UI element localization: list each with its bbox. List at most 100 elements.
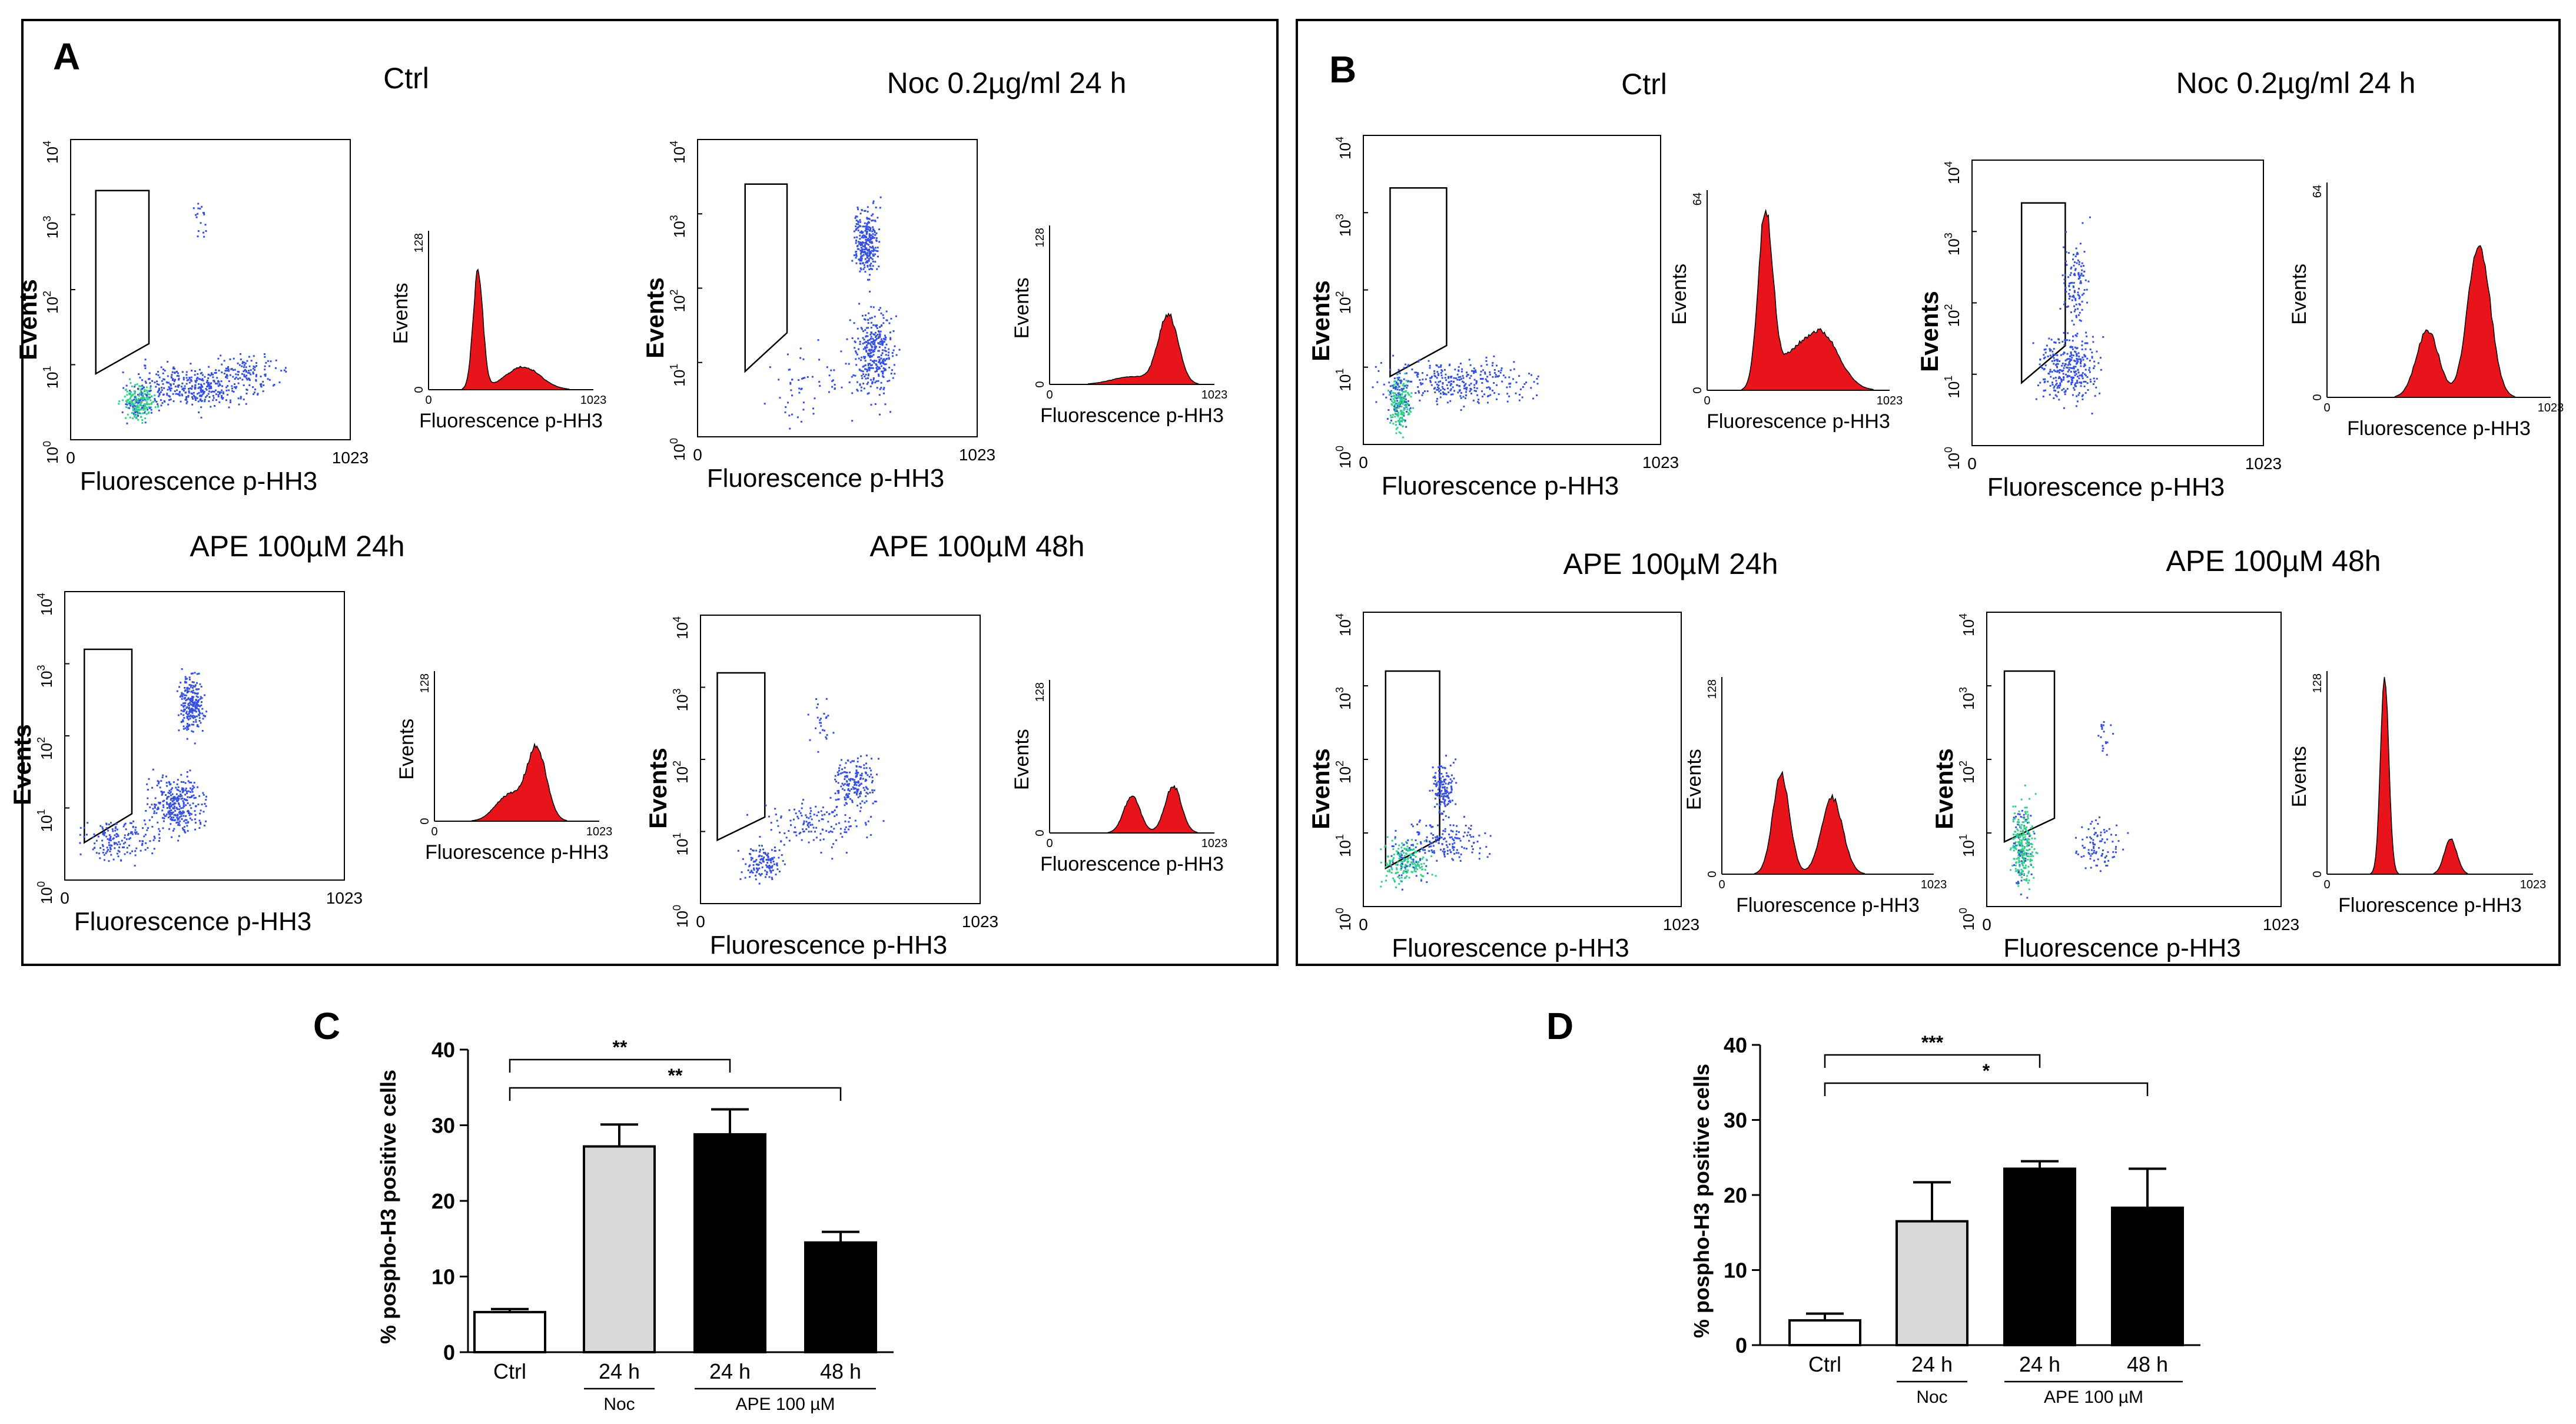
event-dot — [201, 729, 204, 732]
event-dot — [106, 851, 108, 853]
event-dot — [172, 816, 175, 819]
event-dot — [178, 835, 180, 837]
event-dot — [2067, 370, 2069, 373]
event-dot — [195, 699, 197, 701]
event-dot — [764, 853, 766, 855]
bar — [693, 1133, 766, 1354]
event-dot — [831, 386, 834, 388]
event-dot — [166, 394, 168, 396]
event-dot — [108, 842, 110, 844]
event-dot — [117, 835, 119, 837]
event-dot — [163, 799, 165, 802]
tick-exponent: 1 — [35, 809, 47, 815]
event-dot — [154, 398, 156, 400]
event-dot — [756, 869, 759, 871]
event-dot — [260, 386, 263, 388]
event-dot — [869, 359, 872, 361]
event-dot — [165, 801, 168, 804]
event-dot — [128, 838, 130, 840]
event-dot — [235, 373, 237, 376]
event-dot — [123, 846, 125, 848]
event-dot — [1389, 391, 1391, 393]
event-dot — [869, 355, 872, 357]
event-dot — [838, 798, 840, 801]
event-dot — [2020, 893, 2022, 895]
bar-y-tick-label: 0 — [1735, 1333, 1747, 1357]
event-dot — [873, 360, 875, 362]
event-dot — [867, 343, 869, 345]
bar — [804, 1241, 877, 1354]
event-dot — [2064, 260, 2067, 263]
event-dot — [2053, 397, 2055, 399]
event-dot — [1430, 832, 1432, 835]
event-dot — [1452, 859, 1455, 861]
event-dot — [822, 818, 824, 821]
event-dot — [1458, 852, 1460, 854]
event-dot — [102, 832, 104, 834]
event-dot — [1407, 364, 1410, 366]
event-dot — [778, 857, 780, 859]
dot-x-axis-label: Fluorescence p-HH3 — [710, 931, 948, 960]
event-dot — [1440, 795, 1443, 798]
event-dot — [858, 357, 860, 360]
event-dot — [260, 383, 263, 385]
event-dot — [1397, 876, 1399, 878]
event-dot — [2053, 357, 2055, 359]
event-dot — [836, 798, 839, 801]
event-dot — [1416, 863, 1419, 865]
event-dot — [801, 815, 803, 817]
event-dot — [2088, 853, 2090, 855]
event-dot — [105, 852, 107, 854]
event-dot — [1418, 832, 1420, 834]
event-dot — [2094, 395, 2096, 397]
event-dot — [2023, 862, 2026, 864]
event-dot — [174, 390, 176, 393]
event-dot — [191, 699, 194, 702]
event-dot — [201, 697, 203, 699]
event-dot — [2024, 811, 2027, 813]
event-dot — [2068, 363, 2070, 365]
event-dot — [882, 358, 885, 360]
event-dot — [1397, 871, 1399, 874]
event-dot — [184, 708, 186, 711]
event-dot — [188, 678, 191, 681]
tick-exponent: 2 — [41, 291, 53, 297]
event-dot — [844, 831, 846, 834]
event-dot — [2043, 390, 2045, 392]
event-dot — [1460, 409, 1462, 411]
event-dot — [875, 325, 878, 327]
event-dot — [273, 384, 275, 387]
event-dot — [865, 795, 867, 798]
event-dot — [196, 702, 198, 705]
event-dot — [2028, 888, 2030, 891]
event-dot — [865, 344, 868, 347]
event-dot — [1496, 375, 1499, 377]
event-dot — [2104, 857, 2106, 859]
event-dot — [177, 800, 179, 802]
event-dot — [1435, 838, 1437, 841]
event-dot — [198, 378, 200, 380]
event-dot — [205, 230, 207, 232]
dot-y-tick-label: 103 — [35, 665, 55, 688]
event-dot — [153, 835, 155, 838]
event-dot — [874, 403, 877, 405]
event-dot — [2068, 285, 2070, 287]
hist-y-axis-label: Events — [2288, 264, 2311, 325]
event-dot — [1392, 401, 1395, 404]
event-dot — [158, 833, 160, 835]
event-dot — [1429, 841, 1432, 844]
tick-exponent: 3 — [1334, 687, 1346, 693]
event-dot — [2030, 853, 2033, 855]
event-dot — [2086, 335, 2088, 337]
event-dot — [853, 781, 855, 784]
event-dot — [183, 708, 185, 711]
event-dot — [220, 391, 222, 394]
event-dot — [892, 355, 894, 357]
event-dot — [2028, 832, 2030, 835]
event-dot — [167, 381, 170, 384]
event-dot — [798, 391, 801, 394]
event-dot — [2022, 831, 2024, 833]
event-dot — [845, 794, 848, 796]
event-dot — [215, 399, 217, 401]
event-dot — [1476, 841, 1479, 843]
